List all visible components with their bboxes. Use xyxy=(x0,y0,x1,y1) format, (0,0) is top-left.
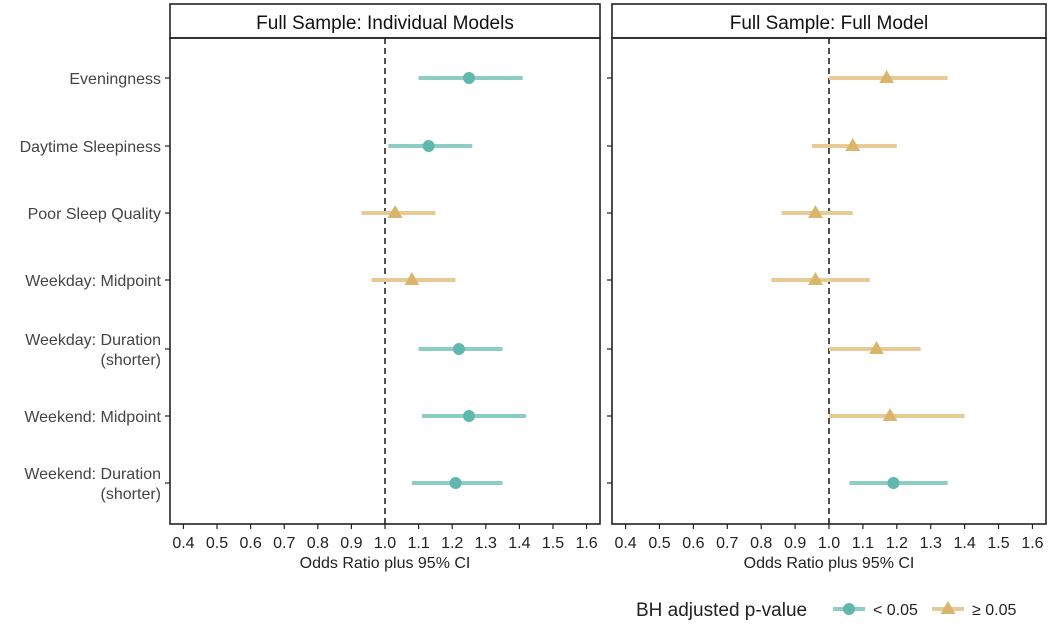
point-estimate-triangle xyxy=(845,138,861,151)
point-estimate-triangle xyxy=(807,272,823,285)
point-estimate-circle xyxy=(452,343,465,355)
point-estimate-triangle xyxy=(807,205,823,218)
x-tick-label: 0.4 xyxy=(614,535,636,552)
x-tick-label: 1.6 xyxy=(575,535,597,552)
legend-item-ge: ≥ 0.05 xyxy=(932,601,1016,619)
x-tick-label: 0.6 xyxy=(240,535,262,552)
x-tick-label: 1.1 xyxy=(407,535,429,552)
x-tick-label: 1.2 xyxy=(441,535,463,552)
panel-header-box xyxy=(611,3,1047,39)
y-tick-label: Weekday: Duration xyxy=(25,332,161,349)
y-tick-label: Eveningness xyxy=(69,71,161,88)
y-tick-label: Daytime Sleepiness xyxy=(20,139,161,156)
x-axis-title: Odds Ratio plus 95% CI xyxy=(744,555,915,572)
point-estimate-triangle xyxy=(882,408,898,421)
point-estimate-circle xyxy=(449,477,462,489)
x-tick-label: 0.8 xyxy=(307,535,329,552)
x-tick-label: 1.5 xyxy=(542,535,564,552)
x-tick-label: 1.0 xyxy=(374,535,396,552)
x-tick-label: 0.4 xyxy=(172,535,194,552)
legend-circle-marker xyxy=(843,603,855,615)
x-tick-label: 1.6 xyxy=(1021,535,1043,552)
legend-item-lt: < 0.05 xyxy=(833,602,918,619)
legend-label-ge: ≥ 0.05 xyxy=(972,602,1016,619)
point-estimate-circle xyxy=(462,410,475,422)
panel-1: Full Sample: Individual Models Eveningnes… xyxy=(20,3,601,572)
point-estimate-circle xyxy=(462,72,475,84)
x-tick-label: 1.5 xyxy=(987,535,1009,552)
point-estimate-triangle xyxy=(868,341,884,354)
point-estimate-circle xyxy=(422,140,435,152)
x-tick-label: 1.0 xyxy=(818,535,840,552)
y-tick-label: Poor Sleep Quality xyxy=(28,206,161,223)
legend-triangle-marker xyxy=(940,601,956,614)
legend-label-lt: < 0.05 xyxy=(873,602,918,619)
legend: BH adjusted p-value < 0.05 ≥ 0.05 xyxy=(636,600,1016,621)
x-tick-label: 0.5 xyxy=(648,535,670,552)
x-tick-label: 0.5 xyxy=(206,535,228,552)
y-tick-label: Weekend: Duration xyxy=(24,466,161,483)
x-tick-label: 1.1 xyxy=(852,535,874,552)
x-tick-label: 1.4 xyxy=(508,535,530,552)
x-tick-label: 0.9 xyxy=(784,535,806,552)
point-estimate-triangle xyxy=(387,205,403,218)
x-axis-title: Odds Ratio plus 95% CI xyxy=(300,555,471,572)
x-tick-label: 1.3 xyxy=(920,535,942,552)
y-tick-label: (shorter) xyxy=(101,486,161,503)
point-estimate-triangle xyxy=(404,272,420,285)
x-tick-label: 0.8 xyxy=(750,535,772,552)
y-tick-label: (shorter) xyxy=(101,352,161,369)
point-estimate-triangle xyxy=(879,70,895,83)
x-tick-label: 0.7 xyxy=(716,535,738,552)
x-tick-label: 1.4 xyxy=(954,535,976,552)
panel-2: Full Sample: Full Model 0.4 0.5 0.6 0.7 0.8 0.… xyxy=(607,3,1047,572)
panel-header-box xyxy=(169,3,601,39)
x-tick-label: 1.2 xyxy=(886,535,908,552)
legend-title: BH adjusted p-value xyxy=(636,600,807,621)
x-tick-label: 0.9 xyxy=(340,535,362,552)
y-tick-label: Weekday: Midpoint xyxy=(25,273,161,290)
x-tick-label: 0.7 xyxy=(273,535,295,552)
panel-title: Full Sample: Individual Models xyxy=(256,13,514,34)
x-tick-label: 1.3 xyxy=(475,535,497,552)
x-tick-label: 0.6 xyxy=(682,535,704,552)
panel-title: Full Sample: Full Model xyxy=(730,13,929,34)
y-tick-label: Weekend: Midpoint xyxy=(24,409,161,426)
point-estimate-circle xyxy=(887,477,900,489)
